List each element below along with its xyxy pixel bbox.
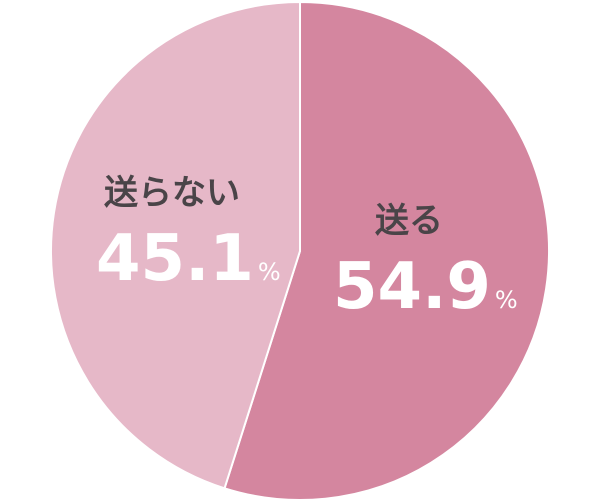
slice-value-group-not-send: 45.1%	[96, 222, 281, 296]
slice-unit-not-send: %	[258, 258, 281, 286]
slice-label-send: 送る	[375, 201, 443, 241]
slice-unit-send: %	[495, 286, 518, 314]
pie-slice-0	[223, 0, 550, 501]
slice-value-not-send: 45.1	[96, 222, 254, 296]
slice-value-send: 54.9	[333, 250, 491, 324]
pie-slice-1	[50, 0, 301, 490]
slice-value-group-send: 54.9%	[333, 250, 518, 324]
slice-label-not-send: 送らない	[104, 173, 240, 213]
